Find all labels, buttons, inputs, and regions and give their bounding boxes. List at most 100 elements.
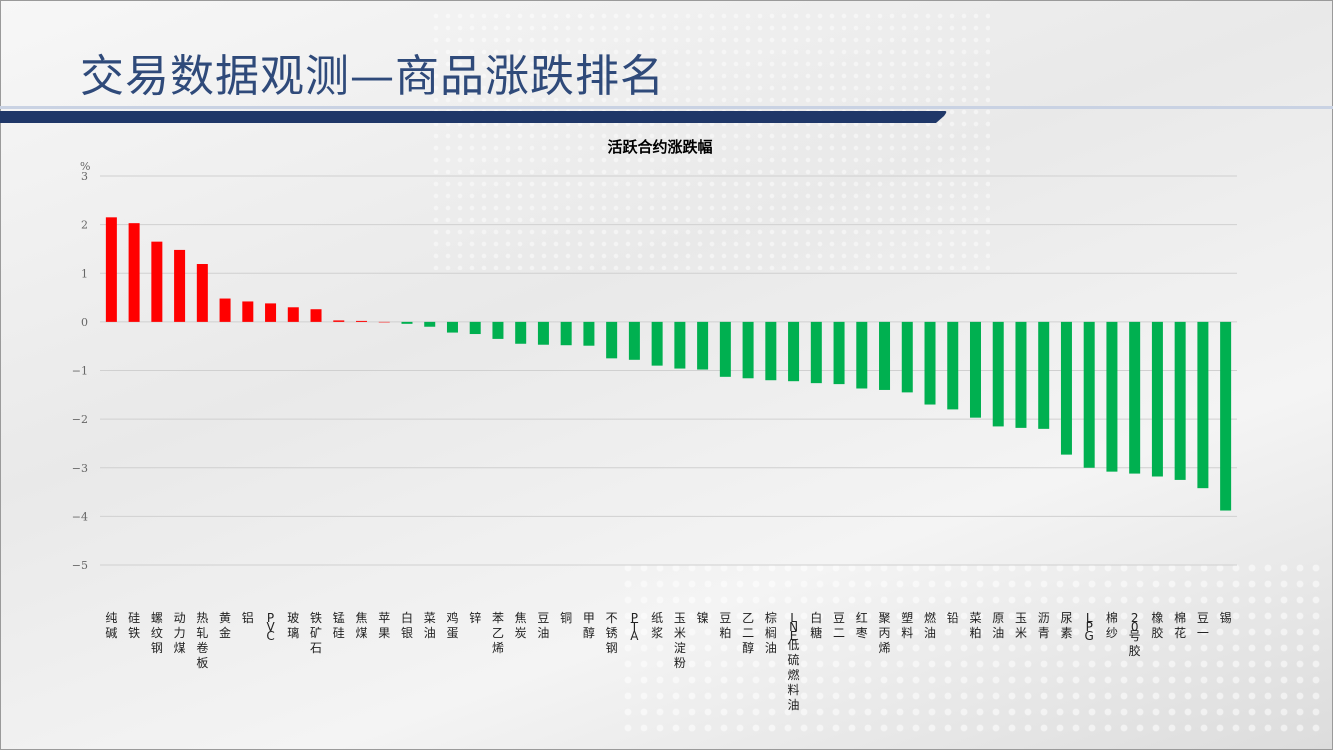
bar-棉纱 [1106,321,1118,472]
bar-20号胶 [1129,321,1141,474]
category-label: 豆二 [833,611,845,640]
bar-LNE低硫燃料油 [788,321,800,382]
bar-硅铁 [128,223,140,322]
bar-乙二醇 [742,321,754,379]
bar-锌 [469,321,481,335]
bar-塑料 [901,321,913,393]
bar-白糖 [810,321,822,384]
category-label: 苯乙烯 [492,611,504,655]
category-label: 红枣 [856,610,868,640]
bar-铁矿石 [310,309,322,322]
y-tick-label: 3 [81,170,88,183]
category-label: 纸浆 [651,611,663,640]
bar-玻璃 [287,307,299,322]
bar-玉米 [1015,321,1027,428]
category-label: 不锈钢 [606,611,618,655]
category-label: 硅铁 [128,611,140,640]
category-label: 橡胶 [1151,611,1163,640]
category-label: 白糖 [810,610,822,640]
bar-螺纹钢 [151,241,163,322]
bar-豆二 [833,321,845,385]
bar-菜粕 [969,321,981,418]
bar-焦炭 [515,321,527,344]
category-label: 玉米淀粉 [674,611,686,670]
bar-尿素 [1060,321,1072,455]
category-label: 塑料 [901,610,913,640]
category-label: 锌 [469,611,481,625]
category-label: 燃油 [924,610,936,640]
y-tick-label: −2 [72,413,88,426]
y-tick-label: −5 [72,559,88,572]
category-label: 豆油 [537,611,549,640]
category-label: 纯碱 [105,611,117,640]
category-label: 豆粕 [719,611,731,640]
bar-锡 [1220,321,1232,511]
slide-title: 交易数据观测—商品涨跌排名 [80,51,665,102]
bars [105,217,1232,511]
y-tick-labels: 3 2 1 0 −1 −2 −3 −4 −5 [72,170,88,572]
bar-原油 [992,321,1004,427]
y-axis-unit-label: % [80,160,90,173]
bar-白银 [401,321,413,324]
bar-苯乙烯 [492,321,504,339]
bar-菜油 [424,321,436,327]
world-map-decoration [430,10,990,270]
category-label: 棉花 [1174,611,1186,640]
bar-纸浆 [651,321,663,366]
category-label: 白银 [401,610,413,640]
bar-豆一 [1197,321,1209,489]
category-label: 铁矿石 [310,611,322,655]
bar-豆油 [537,321,549,345]
y-tick-label: −4 [72,510,88,523]
category-label: 动力煤 [174,611,186,655]
gridlines [100,175,1237,566]
bar-PTA [628,321,640,360]
y-tick-label: 1 [81,267,88,280]
category-label: 螺纹钢 [151,611,163,655]
category-label: 黄金 [219,611,231,640]
category-label: 沥青 [1038,611,1050,640]
category-label: 菜油 [424,611,436,640]
bar-锰硅 [333,320,345,322]
category-label: 乙二醇 [742,611,754,655]
y-tick-label: −3 [72,462,88,475]
bar-沥青 [1038,321,1050,429]
category-label: 棉纱 [1106,611,1118,640]
bar-不锈钢 [606,321,618,359]
category-label: 镍 [697,611,709,625]
category-label: 锡 [1220,610,1232,625]
category-label: 原油 [992,611,1004,640]
bar-LPG [1083,321,1095,468]
bar-豆粕 [719,321,731,377]
category-label: 锰硅 [333,610,345,640]
title-underline-band [0,106,1333,123]
bar-橡胶 [1151,321,1163,477]
category-label: 玻璃 [287,611,299,640]
category-label: 甲醇 [583,611,595,640]
bar-棕榈油 [765,321,777,381]
bar-棉花 [1174,321,1186,480]
bar-红枣 [856,321,868,389]
bar-甲醇 [583,321,595,346]
bar-镍 [697,321,709,370]
y-tick-label: 2 [81,219,88,232]
y-tick-label: −1 [72,365,88,378]
bar-热轧卷板 [196,264,208,322]
category-label: 鸡蛋 [446,610,458,640]
bar-鸡蛋 [446,321,458,333]
category-label: 玉米 [1015,611,1027,640]
bar-聚丙烯 [879,321,891,390]
chart-title: 活跃合约涨跌幅 [607,138,712,156]
category-label: 苹果 [378,611,390,640]
bar-焦煤 [356,320,368,322]
category-label: 聚丙烯 [879,611,891,655]
bar-动力煤 [174,249,186,322]
category-label: 2 0 号胶 [1129,611,1141,658]
bar-铜 [560,321,572,346]
category-label: 尿素 [1060,611,1072,640]
bar-苹果 [378,321,390,323]
